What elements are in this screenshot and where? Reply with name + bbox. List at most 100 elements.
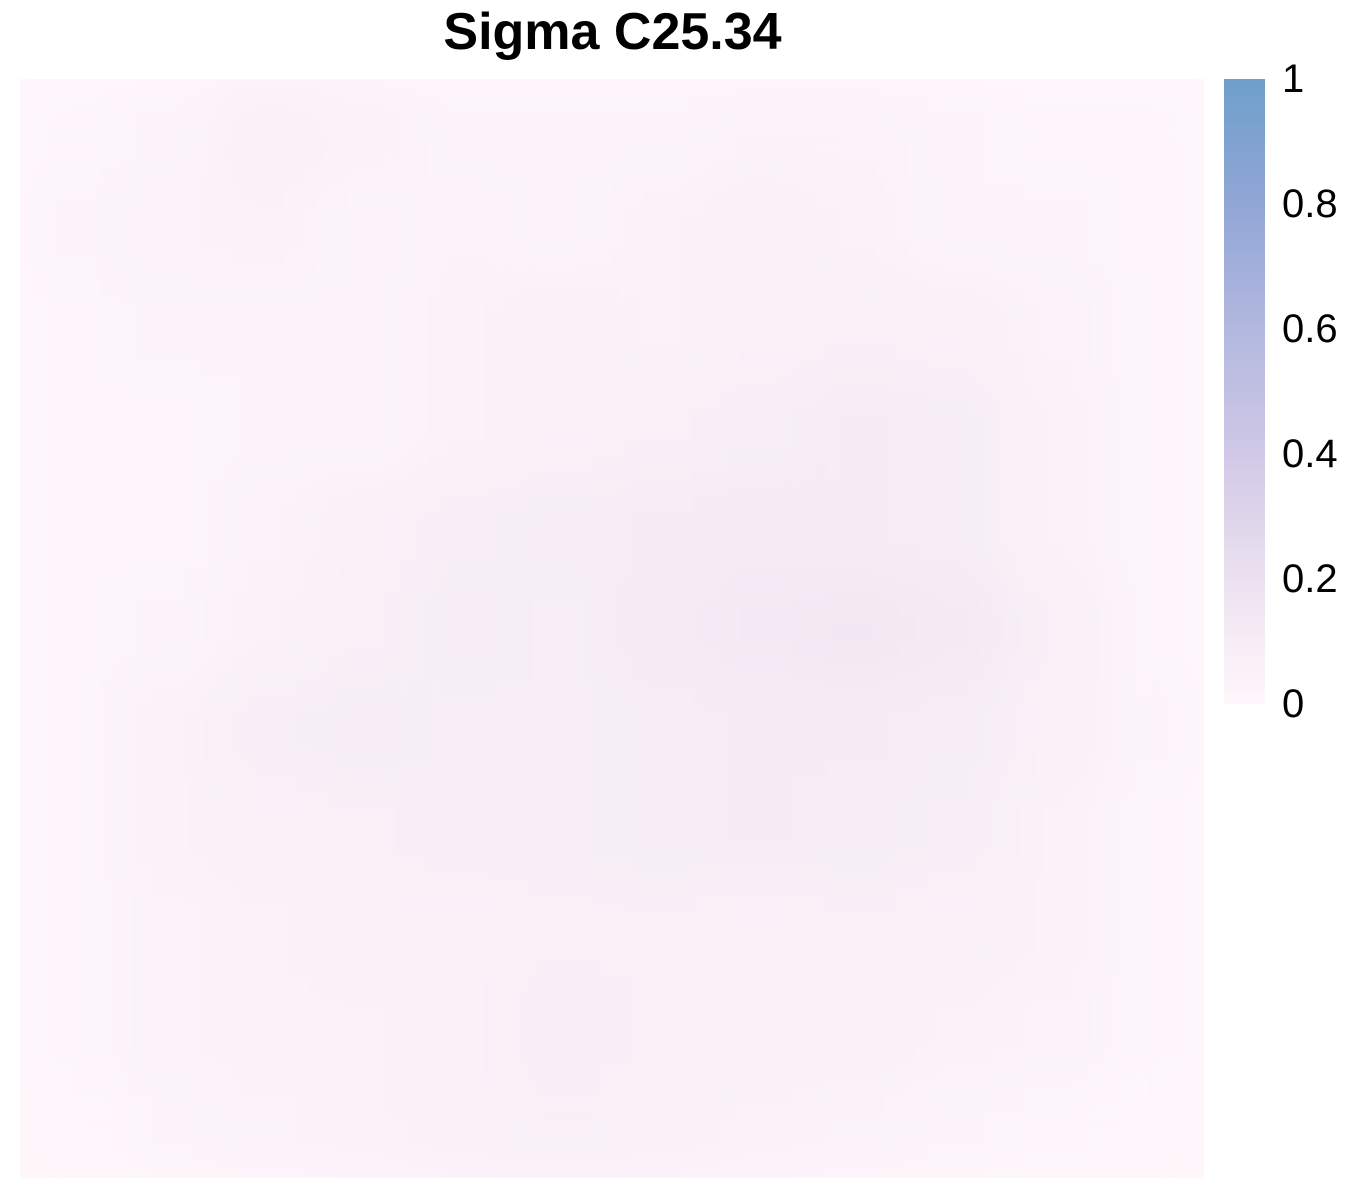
heatmap-cell	[612, 978, 712, 1080]
heatmap-cell	[316, 478, 416, 580]
heatmap-cell	[513, 178, 613, 280]
heatmap-cell	[20, 79, 120, 180]
heatmap-cell	[908, 178, 1008, 280]
heatmap-cell	[710, 878, 811, 980]
heatmap-cell	[908, 978, 1008, 1080]
heatmap-cell	[908, 1078, 1008, 1178]
heatmap-cell	[908, 79, 1008, 180]
heatmap-cell	[414, 79, 515, 180]
colorbar	[1224, 79, 1265, 704]
heatmap-cell	[908, 878, 1008, 980]
heatmap-cell	[1105, 178, 1204, 280]
heatmap-cell	[20, 378, 120, 480]
heatmap-cell	[414, 278, 515, 380]
heatmap-cell	[316, 778, 416, 880]
heatmap-cell	[118, 79, 219, 180]
heatmap-cell	[612, 578, 712, 680]
heatmap-cell	[217, 79, 317, 180]
heatmap-cell	[118, 678, 219, 780]
heatmap-cell	[316, 278, 416, 380]
heatmap-cell	[414, 1078, 515, 1178]
heatmap-cell	[1006, 978, 1107, 1080]
heatmap-cell	[710, 578, 811, 680]
heatmap-cell	[710, 178, 811, 280]
heatmap-cell	[217, 478, 317, 580]
heatmap-cell	[908, 678, 1008, 780]
heatmap-cell	[1105, 278, 1204, 380]
heatmap-cell	[118, 978, 219, 1080]
heatmap-cell	[217, 1078, 317, 1178]
heatmap-cell	[908, 478, 1008, 580]
heatmap-cell	[414, 578, 515, 680]
heatmap-cell	[809, 678, 909, 780]
heatmap-cell	[1006, 79, 1107, 180]
heatmap-cell	[1006, 578, 1107, 680]
heatmap-cell	[908, 578, 1008, 680]
heatmap-cell	[1006, 878, 1107, 980]
heatmap-cell	[414, 178, 515, 280]
heatmap-cell	[710, 278, 811, 380]
heatmap-cell	[414, 478, 515, 580]
heatmap-cell	[20, 478, 120, 580]
heatmap-cell	[809, 478, 909, 580]
heatmap-cell	[414, 778, 515, 880]
heatmap-cell	[612, 878, 712, 980]
heatmap-cell	[118, 878, 219, 980]
heatmap-cell	[1105, 79, 1204, 180]
heatmap-cell	[316, 678, 416, 780]
heatmap-cell	[217, 278, 317, 380]
heatmap-cell	[809, 878, 909, 980]
heatmap-cell	[20, 578, 120, 680]
heatmap-cell	[20, 778, 120, 880]
colorbar-tick-label: 0.6	[1282, 307, 1338, 351]
heatmap-cell	[217, 878, 317, 980]
heatmap-cell	[316, 578, 416, 680]
heatmap-cell	[1105, 378, 1204, 480]
heatmap-cell	[118, 278, 219, 380]
heatmap-cell	[513, 678, 613, 780]
heatmap-cell	[710, 778, 811, 880]
heatmap-cell	[20, 278, 120, 380]
heatmap-cell	[1006, 378, 1107, 480]
heatmap-cell	[513, 878, 613, 980]
heatmap-cell	[20, 678, 120, 780]
colorbar-tick-label: 0.8	[1282, 182, 1338, 226]
heatmap-cell	[809, 79, 909, 180]
heatmap-cell	[612, 778, 712, 880]
heatmap-cell	[710, 1078, 811, 1178]
heatmap-cell	[710, 79, 811, 180]
heatmap-cell	[809, 178, 909, 280]
heatmap-cell	[20, 978, 120, 1080]
heatmap-cell	[316, 79, 416, 180]
heatmap-cell	[908, 378, 1008, 480]
heatmap-cell	[513, 478, 613, 580]
heatmap-cell	[513, 378, 613, 480]
heatmap-cell	[612, 378, 712, 480]
heatmap-cell	[118, 378, 219, 480]
heatmap-cell	[1006, 778, 1107, 880]
heatmap-cell	[414, 978, 515, 1080]
colorbar-tick-label: 0.2	[1282, 557, 1338, 601]
heatmap-cell	[217, 178, 317, 280]
heatmap-cell	[908, 778, 1008, 880]
heatmap-cell	[809, 1078, 909, 1178]
heatmap-cell	[414, 678, 515, 780]
heatmap-cell	[1105, 578, 1204, 680]
heatmap-cell	[1105, 678, 1204, 780]
colorbar-tick-label: 0.4	[1282, 432, 1338, 476]
colorbar-tick-label: 0	[1282, 682, 1304, 726]
heatmap-cell	[612, 678, 712, 780]
heatmap-cell	[217, 978, 317, 1080]
heatmap-cell	[1006, 678, 1107, 780]
heatmap-cell	[118, 578, 219, 680]
heatmap-cell	[612, 1078, 712, 1178]
heatmap-cell	[809, 578, 909, 680]
heatmap-cell	[612, 278, 712, 380]
heatmap-cell	[908, 278, 1008, 380]
heatmap-cell	[414, 378, 515, 480]
heatmap-cell	[1105, 878, 1204, 980]
heatmap-cell	[513, 1078, 613, 1178]
heatmap-cell	[316, 178, 416, 280]
heatmap-cell	[809, 378, 909, 480]
